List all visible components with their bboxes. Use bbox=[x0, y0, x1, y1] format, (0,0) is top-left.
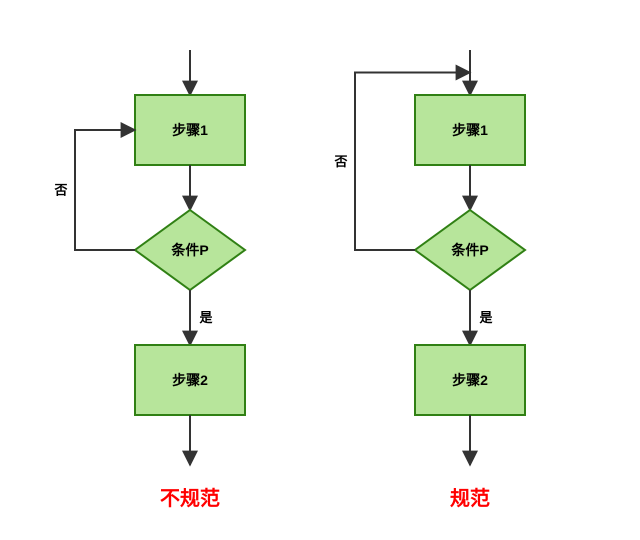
left-yes-label: 是 bbox=[198, 310, 213, 325]
left-step2-label: 步骤2 bbox=[172, 372, 208, 388]
left-step1-label: 步骤1 bbox=[172, 122, 208, 138]
right-yes-label: 是 bbox=[478, 310, 493, 325]
right-step2-label: 步骤2 bbox=[452, 372, 488, 388]
right-step1-label: 步骤1 bbox=[452, 122, 488, 138]
left-no-label: 否 bbox=[53, 183, 67, 198]
right-caption: 规范 bbox=[450, 486, 490, 510]
left-edge-no bbox=[75, 130, 135, 250]
right-cond-label: 条件P bbox=[450, 242, 488, 258]
left-caption: 不规范 bbox=[160, 486, 220, 510]
left-cond-label: 条件P bbox=[170, 242, 208, 258]
right-no-label: 否 bbox=[333, 154, 347, 169]
flowchart-canvas: 步骤1 条件P 是步骤2 否不规范 步骤1 条件P 是步骤2 否规范 bbox=[0, 0, 640, 540]
